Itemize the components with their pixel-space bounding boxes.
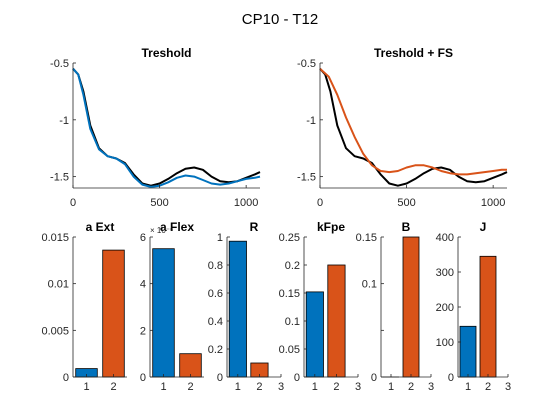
y-exponent-label: × 10⁻⁶ xyxy=(150,226,173,235)
subplot-title: B xyxy=(402,220,411,234)
y-tick-label: 0 xyxy=(294,372,300,384)
y-tick-label: 0.015 xyxy=(41,232,69,244)
x-tick-label: 1 xyxy=(235,381,241,393)
y-tick-label: 0.1 xyxy=(285,316,300,328)
subplot-3: a Ext 1 2 0 0.005 0.01 0.015 xyxy=(41,220,127,393)
y-tick-label: 6 xyxy=(140,232,146,244)
y-tick-label: -1.5 xyxy=(297,172,316,184)
y-tick-label: 0.15 xyxy=(279,288,300,300)
y-tick-label: 0 xyxy=(63,372,69,384)
x-tick-label: 500 xyxy=(150,197,168,209)
subplot-title: kFpe xyxy=(317,220,345,234)
bar-2 xyxy=(179,353,202,378)
y-tick-label: 200 xyxy=(436,302,454,314)
x-tick-label: 2 xyxy=(187,381,193,393)
bar-2 xyxy=(327,264,346,378)
y-tick-label: 1 xyxy=(217,232,223,244)
series-line-treshold-fs xyxy=(319,67,507,176)
bar-2 xyxy=(402,236,420,378)
y-tick-label: 0.6 xyxy=(208,288,223,300)
series-line-reference xyxy=(72,68,261,187)
bar-2 xyxy=(479,255,497,378)
x-tick-label: 1 xyxy=(465,381,471,393)
x-tick-label: 2 xyxy=(256,381,262,393)
subplot-title: a Ext xyxy=(86,220,115,234)
y-tick-label: -1 xyxy=(59,115,69,127)
figure-title: CP10 - T12 xyxy=(242,11,318,28)
y-tick-label: 0.8 xyxy=(208,260,223,272)
y-tick-label: -1 xyxy=(306,115,316,127)
subplot-title: Treshold xyxy=(141,46,191,60)
x-tick-label: 2 xyxy=(485,381,491,393)
y-tick-label: 0 xyxy=(140,372,146,384)
y-tick-label: 0.005 xyxy=(41,325,69,337)
x-tick-label: 1000 xyxy=(481,197,505,209)
x-tick-label: 2 xyxy=(408,381,414,393)
x-tick-label: 1 xyxy=(160,381,166,393)
x-tick-label: 2 xyxy=(333,381,339,393)
x-tick-label: 3 xyxy=(428,381,434,393)
y-tick-label: 0 xyxy=(217,372,223,384)
x-tick-label: 2 xyxy=(110,381,116,393)
y-tick-label: 0.4 xyxy=(208,316,223,328)
series-line-treshold xyxy=(72,68,261,188)
y-tick-label: -1.5 xyxy=(50,172,69,184)
subplot-4: a Flex 1 2 0 2 4 6 × 10⁻⁶ xyxy=(140,220,204,393)
y-tick-label: 0 xyxy=(448,372,454,384)
subplot-title: Treshold + FS xyxy=(374,46,453,60)
bar-1 xyxy=(459,325,477,378)
y-tick-label: 0.25 xyxy=(279,232,300,244)
y-tick-label: -0.5 xyxy=(297,58,316,70)
x-tick-label: 3 xyxy=(278,381,284,393)
y-tick-label: 0.2 xyxy=(285,260,300,272)
y-tick-label: 0.2 xyxy=(208,344,223,356)
subplot-2: Treshold + FS 0 500 1000 -0.5 -1 -1.5 xyxy=(297,46,508,209)
x-tick-label: 0 xyxy=(317,197,323,209)
y-tick-label: 0 xyxy=(371,372,377,384)
bar-1 xyxy=(305,291,324,378)
bar-1 xyxy=(228,240,247,378)
subplot-1: Treshold 0 500 1000 -0.5 -1 -1.5 xyxy=(50,46,261,209)
subplot-title: a Flex xyxy=(160,220,194,234)
bar-1 xyxy=(152,248,175,378)
subplot-7: B1 2 300.10.15 xyxy=(356,220,434,393)
y-tick-label: 0.1 xyxy=(362,279,377,291)
y-tick-label: 0.01 xyxy=(48,279,69,291)
subplot-8: J 1 2 3 0 100 200 300 400 xyxy=(436,220,511,393)
subplot-title: J xyxy=(480,220,487,234)
y-tick-label: -0.5 xyxy=(50,58,69,70)
y-tick-label: 0.15 xyxy=(356,232,377,244)
y-tick-label: 4 xyxy=(140,279,146,291)
x-tick-label: 1 xyxy=(388,381,394,393)
x-tick-label: 1 xyxy=(83,381,89,393)
x-tick-label: 3 xyxy=(505,381,511,393)
series-line-reference xyxy=(319,68,508,187)
x-tick-label: 3 xyxy=(355,381,361,393)
y-tick-label: 400 xyxy=(436,232,454,244)
x-tick-label: 1 xyxy=(312,381,318,393)
x-tick-label: 0 xyxy=(70,197,76,209)
x-tick-label: 1000 xyxy=(234,197,258,209)
x-tick-label: 500 xyxy=(397,197,415,209)
y-tick-label: 2 xyxy=(140,325,146,337)
subplot-title: R xyxy=(250,220,259,234)
y-tick-label: 300 xyxy=(436,267,454,279)
bar-2 xyxy=(102,249,125,378)
y-tick-label: 100 xyxy=(436,337,454,349)
subplot-5: R 1 2 3 0 0.2 0.4 0.6 0.8 1 xyxy=(208,220,284,393)
y-tick-label: 0.05 xyxy=(279,344,300,356)
